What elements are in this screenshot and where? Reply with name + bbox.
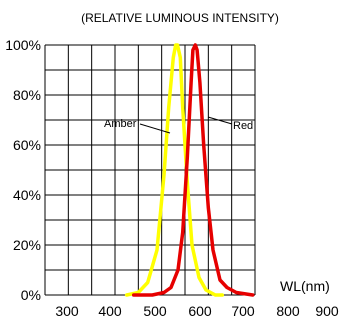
y-tick-label: 40% — [13, 187, 41, 203]
series-labels: Amber Red — [104, 116, 253, 134]
x-tick-label: 500 — [143, 303, 167, 319]
x-tick-label: 700 — [231, 303, 255, 319]
series-label-red: Red — [233, 120, 253, 132]
series-label-amber: Amber — [104, 118, 137, 130]
chart-title: (RELATIVE LUMINOUS INTENSITY) — [81, 11, 279, 25]
x-tick-label: 800 — [276, 303, 300, 319]
series-line-red — [131, 43, 255, 297]
series-lines — [124, 43, 255, 297]
series-line-amber — [124, 43, 225, 297]
x-tick-label: 300 — [55, 303, 79, 319]
leader-line-amber — [139, 123, 171, 134]
y-tick-label: 80% — [13, 87, 41, 103]
x-tick-label: 600 — [188, 303, 212, 319]
axis-ticks: 0% 20% 40% 60% 80% 100% 300 400 500 600 700 800 900 — [5, 37, 339, 319]
x-tick-label: 900 — [315, 303, 339, 319]
y-tick-label: 60% — [13, 137, 41, 153]
y-tick-label: 20% — [13, 237, 41, 253]
leader-line-red — [207, 116, 233, 125]
grid — [44, 44, 256, 296]
y-tick-label: 100% — [5, 37, 41, 53]
y-tick-label: 0% — [21, 287, 41, 303]
x-axis-label: WL(nm) — [280, 278, 330, 294]
x-tick-label: 400 — [98, 303, 122, 319]
